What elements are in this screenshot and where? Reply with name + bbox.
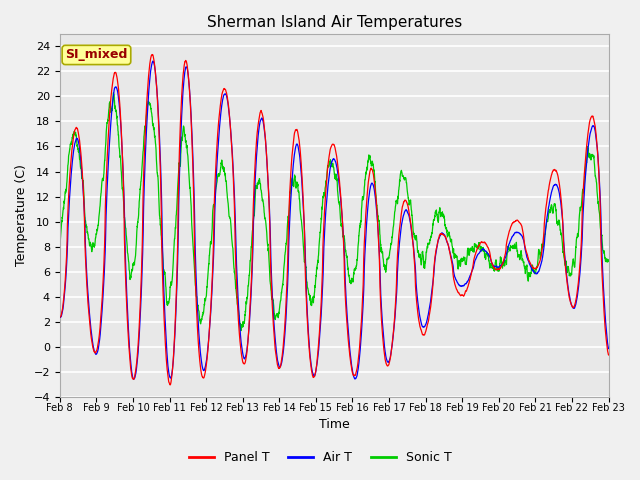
- Legend: Panel T, Air T, Sonic T: Panel T, Air T, Sonic T: [184, 446, 456, 469]
- Y-axis label: Temperature (C): Temperature (C): [15, 164, 28, 266]
- X-axis label: Time: Time: [319, 419, 349, 432]
- Text: SI_mixed: SI_mixed: [65, 48, 127, 61]
- Title: Sherman Island Air Temperatures: Sherman Island Air Temperatures: [207, 15, 462, 30]
